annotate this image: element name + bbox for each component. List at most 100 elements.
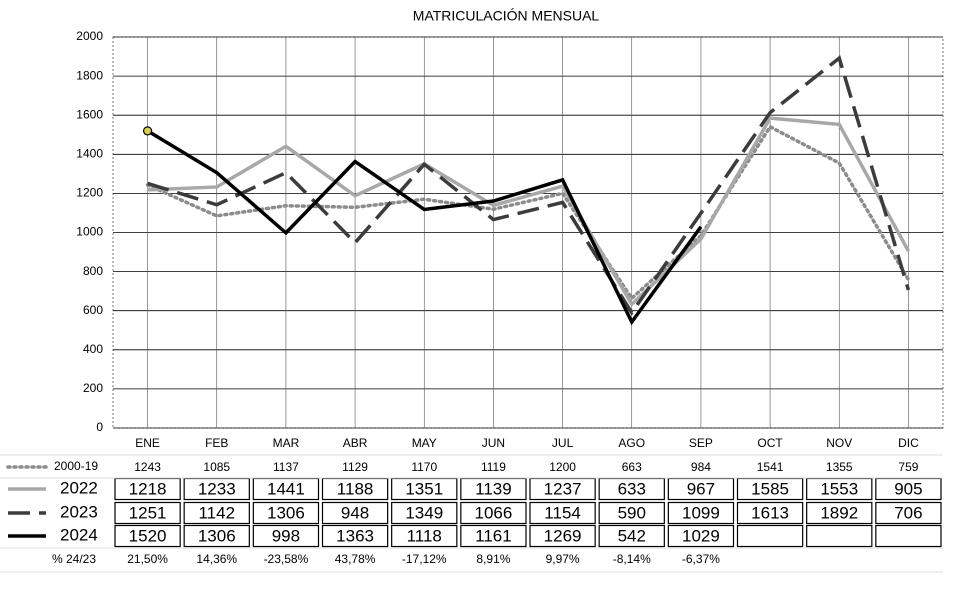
table-cell xyxy=(321,524,389,548)
y-tick-label: 1400 xyxy=(76,146,103,160)
table-value: 590 xyxy=(618,503,646,522)
x-tick-label: SEP xyxy=(689,436,713,450)
y-tick-label: 600 xyxy=(83,303,103,317)
table-value: 1585 xyxy=(751,479,789,498)
table-cell xyxy=(529,501,596,525)
change-value: -17,12% xyxy=(402,552,447,566)
table-value: 1349 xyxy=(405,503,443,522)
y-tick-label: 1600 xyxy=(76,107,103,121)
table-value: 1137 xyxy=(273,460,299,474)
table-cell xyxy=(875,524,942,548)
x-tick-label: DIC xyxy=(898,436,919,450)
table-value: 1099 xyxy=(682,503,720,522)
table-value: 1218 xyxy=(129,479,167,498)
table-value: 1892 xyxy=(820,503,858,522)
legend-label: 2000-19 xyxy=(54,459,98,473)
legend-label: 2022 xyxy=(60,478,98,497)
table-value: 1139 xyxy=(475,479,512,498)
table-value: 759 xyxy=(898,460,918,474)
table-value: 967 xyxy=(687,479,715,498)
table-value: 984 xyxy=(691,460,711,474)
table-cell xyxy=(321,501,389,525)
table-value: 1306 xyxy=(267,503,305,522)
table-value: 663 xyxy=(622,460,642,474)
table-value: 1118 xyxy=(407,526,442,545)
y-tick-label: 800 xyxy=(83,264,103,278)
table-value: 1441 xyxy=(267,479,305,498)
change-value: -6,37% xyxy=(682,552,720,566)
legend-label: 2024 xyxy=(60,525,98,544)
table-value: 1233 xyxy=(198,479,236,498)
table-cell xyxy=(736,501,804,525)
table-value: 1029 xyxy=(682,526,720,545)
table-cell xyxy=(806,524,873,548)
change-value: 43,78% xyxy=(335,552,376,566)
table-cell xyxy=(183,501,250,525)
series-line xyxy=(146,129,703,326)
chart-title: MATRICULACIÓN MENSUAL xyxy=(413,8,600,24)
x-tick-label: AGO xyxy=(618,436,645,450)
table-cell xyxy=(806,501,873,525)
y-tick-label: 2000 xyxy=(76,29,103,43)
x-tick-label: JUN xyxy=(482,436,505,450)
table-cell xyxy=(391,501,458,525)
table-value: 1613 xyxy=(751,503,789,522)
y-tick-label: 1200 xyxy=(76,186,103,200)
table-cell xyxy=(183,524,250,548)
change-value: -23,58% xyxy=(264,552,309,566)
table-cell xyxy=(391,524,458,548)
table-cell xyxy=(252,524,320,548)
x-tick-label: MAY xyxy=(412,436,437,450)
table-value: 1119 xyxy=(481,460,506,474)
table-cell xyxy=(875,501,942,525)
table-cell xyxy=(114,524,181,548)
table-value: 1355 xyxy=(826,460,853,474)
x-tick-label: ENE xyxy=(135,436,160,450)
table-value: 1188 xyxy=(337,479,374,498)
row-label: % 24/23 xyxy=(52,552,96,566)
table-value: 1541 xyxy=(757,460,784,474)
series-line xyxy=(147,55,911,316)
table-value: 1154 xyxy=(544,503,581,522)
y-tick-label: 200 xyxy=(83,381,103,395)
y-tick-label: 0 xyxy=(96,420,103,434)
x-tick-label: JUL xyxy=(552,436,574,450)
table-cell xyxy=(460,524,527,548)
x-tick-label: OCT xyxy=(757,436,783,450)
point-marker xyxy=(142,126,153,136)
table-value: 1251 xyxy=(129,503,167,522)
y-tick-label: 1000 xyxy=(76,225,103,239)
change-value: 14,36% xyxy=(196,552,237,566)
change-value: 9,97% xyxy=(546,552,580,566)
y-tick-label: 400 xyxy=(83,342,103,356)
table-cell xyxy=(598,524,665,548)
change-value: -8,14% xyxy=(613,552,651,566)
table-value: 1170 xyxy=(411,460,437,474)
change-value: 21,50% xyxy=(127,552,168,566)
x-tick-label: MAR xyxy=(273,436,300,450)
table-value: 998 xyxy=(272,526,300,545)
table-value: 1520 xyxy=(129,526,167,545)
series-line xyxy=(145,124,911,302)
table-value: 1142 xyxy=(198,503,235,522)
table-value: 706 xyxy=(894,503,922,522)
table-value: 1269 xyxy=(544,526,582,545)
table-value: 1553 xyxy=(820,479,858,498)
table-value: 1351 xyxy=(405,479,443,498)
x-tick-label: FEB xyxy=(205,436,228,450)
table-cell xyxy=(667,501,735,525)
table-value: 948 xyxy=(341,503,369,522)
table-cell xyxy=(114,501,181,525)
table-value: 542 xyxy=(618,526,646,545)
change-value: 8,91% xyxy=(476,552,510,566)
table-cell xyxy=(736,524,804,548)
table-value: 633 xyxy=(618,479,646,498)
table-value: 1066 xyxy=(475,503,513,522)
table-value: 1237 xyxy=(544,479,582,498)
table-cell xyxy=(252,501,320,525)
table-value: 1200 xyxy=(549,460,576,474)
table-cell xyxy=(460,501,527,525)
table-value: 1243 xyxy=(134,460,161,474)
